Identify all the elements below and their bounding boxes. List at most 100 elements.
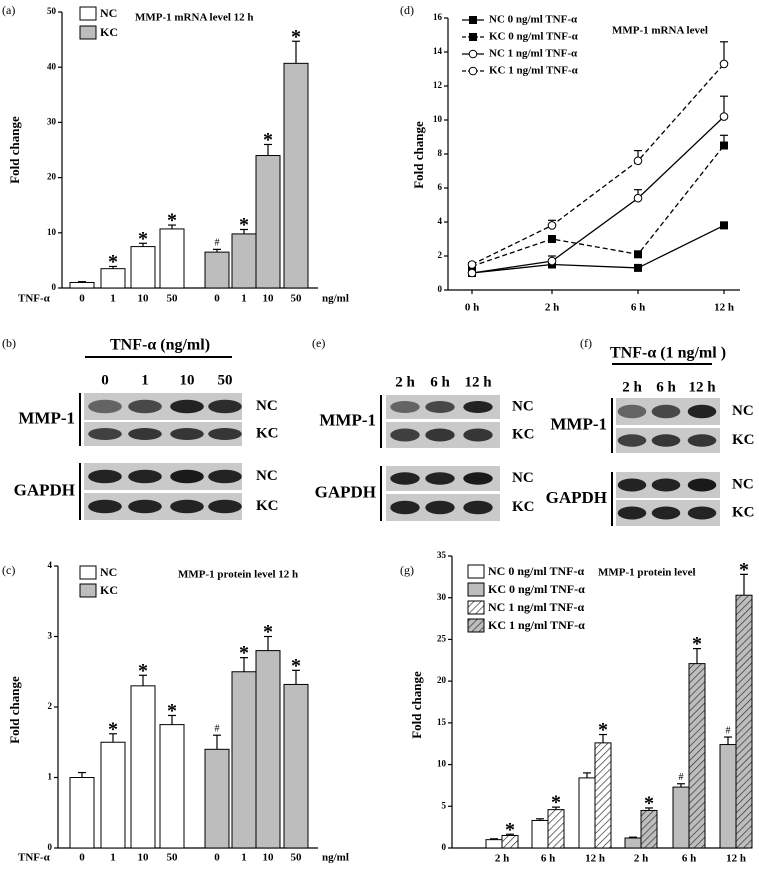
panel-label: (e) xyxy=(312,336,325,350)
y-tick-label: 2 xyxy=(48,701,53,711)
x-suffix: ng/ml xyxy=(322,293,349,305)
data-point xyxy=(720,141,728,150)
data-point xyxy=(467,260,477,269)
series-line xyxy=(471,63,725,266)
lane-label: 6 h xyxy=(656,379,676,395)
data-point xyxy=(547,256,557,266)
bar xyxy=(130,685,156,849)
x-tick-label: 10 xyxy=(263,852,275,864)
row-label: KC xyxy=(256,425,279,441)
legend-swatch xyxy=(467,564,485,579)
bar xyxy=(594,742,612,849)
x-tick-label: 0 xyxy=(79,293,85,305)
blot-band xyxy=(617,478,647,492)
y-axis-label: Fold change xyxy=(7,676,22,744)
blot-band xyxy=(617,506,647,520)
series-line xyxy=(471,116,725,274)
lane-label: 10 xyxy=(180,372,195,388)
lane-label: 50 xyxy=(218,372,233,388)
bar xyxy=(69,281,95,289)
legend-label: KC 1 ng/ml TNF-α xyxy=(488,618,585,632)
bar xyxy=(578,777,596,849)
blot-band xyxy=(390,500,420,515)
significance-marker: * xyxy=(108,718,118,740)
series-line xyxy=(471,224,725,274)
data-point xyxy=(719,59,729,69)
significance-marker: * xyxy=(644,793,654,815)
row-label: NC xyxy=(256,468,278,484)
x-tick-label: 0 h xyxy=(465,302,479,314)
significance-marker: * xyxy=(239,214,249,236)
y-tick-label: 4 xyxy=(48,560,53,570)
bar xyxy=(283,62,309,289)
lane-label: 0 xyxy=(101,372,109,388)
x-tick-label: 10 xyxy=(138,293,150,305)
blot-band xyxy=(390,472,420,485)
legend-marker xyxy=(468,66,478,76)
blot-band xyxy=(170,399,204,414)
blot-band xyxy=(170,499,204,514)
bar xyxy=(204,748,230,849)
blot-band xyxy=(128,499,162,514)
significance-marker: * xyxy=(505,819,515,841)
x-tick-label: 2 h xyxy=(634,853,648,865)
y-tick-label: 4 xyxy=(438,216,443,226)
y-tick-label: 1 xyxy=(48,772,53,782)
legend-label: NC 1 ng/ml TNF-α xyxy=(488,600,584,614)
blot-band xyxy=(463,428,493,442)
row-label: KC xyxy=(512,426,535,442)
legend-label: KC xyxy=(100,25,118,39)
blot-band xyxy=(128,399,162,414)
legend-label: NC 0 ng/ml TNF-α xyxy=(489,14,578,26)
significance-marker: * xyxy=(291,655,301,677)
panel-label: (c) xyxy=(2,563,15,577)
x-tick-label: 50 xyxy=(167,293,179,305)
row-label: KC xyxy=(732,504,755,520)
y-tick-label: 2 xyxy=(438,250,443,260)
bar xyxy=(231,233,257,289)
legend-label: NC 1 ng/ml TNF-α xyxy=(489,48,578,60)
blot-band xyxy=(463,472,493,485)
y-tick-label: 0 xyxy=(442,842,447,852)
significance-marker: * xyxy=(598,719,608,741)
chart-title: MMP-1 mRNA level xyxy=(612,25,708,37)
bar xyxy=(640,809,658,849)
data-point xyxy=(467,268,477,278)
bar xyxy=(255,155,281,289)
legend-label: KC xyxy=(100,583,118,597)
blot-band xyxy=(687,478,717,492)
protein-label: MMP-1 xyxy=(18,408,75,427)
protein-label: MMP-1 xyxy=(319,410,376,429)
blot-band xyxy=(617,434,647,447)
bar xyxy=(159,724,185,849)
blot-band xyxy=(463,401,493,413)
blot-band xyxy=(390,428,420,442)
blot-band xyxy=(425,401,455,413)
x-tick-label: 50 xyxy=(291,852,303,864)
y-tick-label: 0 xyxy=(52,282,57,292)
y-tick-label: 16 xyxy=(433,12,443,22)
y-axis-label: Fold change xyxy=(409,671,424,739)
blot-band xyxy=(651,404,681,419)
blot-header: TNF-α (ng/ml) xyxy=(110,337,210,354)
y-tick-label: 30 xyxy=(437,592,447,602)
y-tick-label: 35 xyxy=(437,550,447,560)
data-point xyxy=(720,221,728,230)
row-label: KC xyxy=(512,499,535,515)
x-suffix: ng/ml xyxy=(322,852,349,864)
blot-band xyxy=(88,428,122,440)
x-tick-label: 6 h xyxy=(682,853,696,865)
blot-band xyxy=(425,428,455,442)
protein-label: GAPDH xyxy=(315,482,376,501)
x-tick-label: 50 xyxy=(291,293,303,305)
y-tick-label: 10 xyxy=(437,759,447,769)
y-axis-label: Fold change xyxy=(7,116,22,184)
y-tick-label: 0 xyxy=(48,842,53,852)
legend-swatch xyxy=(79,565,97,580)
legend-swatch xyxy=(467,618,485,633)
chart-title: MMP-1 mRNA level 12 h xyxy=(135,12,254,24)
panel-label: (d) xyxy=(400,3,414,17)
row-label: KC xyxy=(256,498,279,514)
lane-label: 12 h xyxy=(688,379,716,395)
